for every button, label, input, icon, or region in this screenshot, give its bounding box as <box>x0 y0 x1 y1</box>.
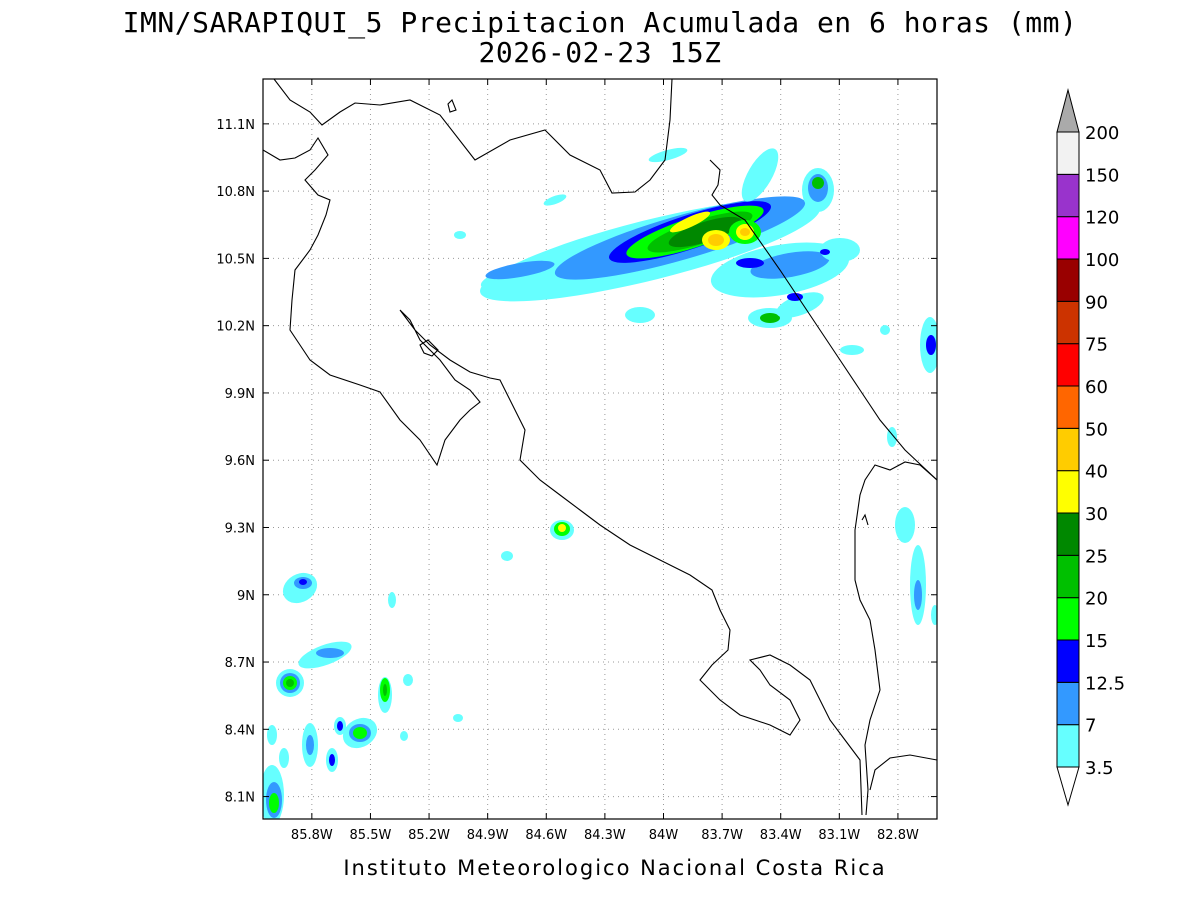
colorbar-label: 15 <box>1085 631 1108 652</box>
caribbean-coast <box>709 159 937 481</box>
lat-tick-label: 9.3N <box>225 521 255 536</box>
colorbar-swatch <box>1056 258 1080 302</box>
lon-tick-label: 83.1W <box>818 828 860 843</box>
lon-tick-label: 83.4W <box>760 828 802 843</box>
lat-tick-label: 9.9N <box>225 387 255 402</box>
colorbar-swatch <box>1056 639 1080 683</box>
colorbar-swatch <box>1056 343 1080 387</box>
lon-tick-label: 85.2W <box>408 828 450 843</box>
colorbar-label: 100 <box>1085 250 1119 271</box>
colorbar-label: 40 <box>1085 462 1108 483</box>
panama-border <box>854 461 937 816</box>
colorbar-swatch <box>1056 681 1080 726</box>
lon-tick-label: 84.9W <box>467 828 509 843</box>
coastlines <box>263 79 937 816</box>
lon-tick-label: 84W <box>649 828 679 843</box>
lon-tick-label: 83.7W <box>701 828 743 843</box>
gulf-chiriqui-coast <box>869 754 937 791</box>
colorbar-label: 25 <box>1085 546 1108 567</box>
lat-tick-label: 8.1N <box>225 791 255 806</box>
colorbar-swatch <box>1056 173 1080 218</box>
colorbar-swatch <box>1056 554 1080 599</box>
colorbar-label: 7 <box>1085 716 1096 737</box>
lon-tick-label: 84.6W <box>525 828 567 843</box>
footer-credit: Instituto Meteorologico Nacional Costa R… <box>343 856 887 880</box>
lake-nicaragua-shore <box>273 79 673 194</box>
colorbar-swatch <box>1056 300 1080 345</box>
lon-tick-label: 85.8W <box>291 828 333 843</box>
rain-cell-central <box>388 520 574 608</box>
colorbar-swatch <box>1056 512 1080 556</box>
lon-tick-label: 82.8W <box>877 828 919 843</box>
colorbar-swatch <box>1056 385 1080 429</box>
map-frame <box>262 78 938 820</box>
colorbar-swatch <box>1056 131 1080 175</box>
rain-band-north <box>454 147 937 447</box>
pacific-coast-nicoya <box>263 136 863 816</box>
gulf-panama-inlet <box>861 513 869 526</box>
colorbar-label: 30 <box>1085 504 1108 525</box>
colorbar-swatch <box>1056 216 1080 260</box>
map-title: IMN/SARAPIQUI_5 Precipitacion Acumulada … <box>122 6 1078 39</box>
colorbar-label: 200 <box>1085 123 1119 144</box>
colorbar-label: 3.5 <box>1085 758 1114 779</box>
rain-cells-east <box>895 507 937 625</box>
precipitation-field <box>263 147 937 819</box>
colorbar-label: 20 <box>1085 589 1108 610</box>
colorbar-swatch <box>1056 597 1080 641</box>
lat-tick-label: 11.1N <box>216 118 255 133</box>
lat-tick-label: 8.7N <box>225 656 255 671</box>
axis-ticks: 85.8W 85.5W 85.2W 84.9W 84.6W 84.3W 84W 83.7W 83… <box>216 79 937 843</box>
colorbar-label: 150 <box>1085 165 1119 186</box>
lat-tick-label: 9.6N <box>225 454 255 469</box>
ometepe-island <box>447 99 457 113</box>
lat-tick-label: 10.8N <box>216 185 255 200</box>
lat-tick-label: 10.5N <box>216 252 255 267</box>
colorbar-upper-extend <box>1056 88 1080 133</box>
gulf-nicoya-island <box>419 339 439 357</box>
colorbar-label: 50 <box>1085 419 1108 440</box>
colorbar: 3.5 7 12.5 15 20 25 30 40 50 60 75 90 100 120 150 200 <box>1056 88 1125 807</box>
colorbar-lower-extend <box>1056 766 1080 807</box>
colorbar-swatch <box>1056 470 1080 514</box>
colorbar-label: 60 <box>1085 377 1108 398</box>
colorbar-swatch <box>1056 724 1080 768</box>
colorbar-label: 12.5 <box>1085 673 1125 694</box>
lat-tick-label: 8.4N <box>225 723 255 738</box>
map-gridlines <box>263 79 937 819</box>
colorbar-label: 90 <box>1085 292 1108 313</box>
lon-tick-label: 85.5W <box>350 828 392 843</box>
colorbar-label: 75 <box>1085 335 1108 356</box>
rain-cells-southwest <box>263 572 463 819</box>
lat-tick-label: 10.2N <box>216 320 255 335</box>
colorbar-label: 120 <box>1085 208 1119 229</box>
lon-tick-label: 84.3W <box>584 828 626 843</box>
lat-tick-label: 9N <box>237 589 255 604</box>
colorbar-swatch <box>1056 427 1080 472</box>
map-subtitle-datetime: 2026-02-23 15Z <box>478 36 722 69</box>
